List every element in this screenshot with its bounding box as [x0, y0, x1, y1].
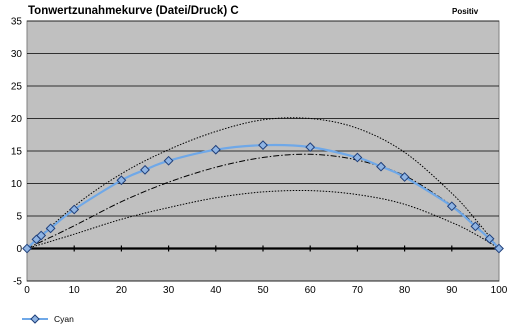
- x-tick-80: 80: [399, 285, 411, 296]
- x-tick-60: 60: [305, 285, 317, 296]
- x-tick-10: 10: [69, 285, 81, 296]
- legend-label-cyan: Cyan: [54, 314, 74, 324]
- data-point-0-2: [36, 230, 47, 241]
- x-tick-20: 20: [116, 285, 128, 296]
- x-tick-0: 0: [24, 285, 30, 296]
- data-point-0-11: [352, 152, 363, 163]
- series-layer: [22, 140, 504, 254]
- data-point-0-10: [305, 142, 316, 153]
- y-tick-10: 10: [11, 179, 23, 190]
- y-tick-35: 35: [11, 17, 23, 28]
- y-axis-tick-labels: -5 0 5 10 15 20 25 30 35: [11, 17, 23, 288]
- data-point-0-14: [446, 201, 457, 212]
- data-point-0-6: [140, 164, 150, 175]
- chart-title: Tonwertzunahmekurve (Datei/Druck) C: [28, 5, 239, 17]
- y-tick-0: 0: [16, 244, 22, 255]
- data-point-0-7: [163, 155, 174, 166]
- data-point-0-13: [399, 172, 410, 182]
- data-point-0-17: [494, 243, 504, 254]
- legend: Cyan: [22, 314, 74, 324]
- reference-curve-2: [26, 189, 500, 249]
- data-point-0-9: [258, 140, 268, 151]
- y-tick-30: 30: [11, 49, 23, 60]
- x-tick-90: 90: [446, 285, 458, 296]
- y-tick-20: 20: [11, 114, 23, 125]
- y-tick-5: 5: [16, 212, 22, 223]
- data-point-0-4: [69, 204, 80, 215]
- x-tick-30: 30: [163, 285, 175, 296]
- data-point-0-0: [22, 243, 32, 254]
- y-tick--5: -5: [13, 277, 22, 288]
- data-point-0-8: [210, 144, 221, 155]
- y-tick-15: 15: [11, 147, 23, 158]
- legend-marker-cyan: [30, 314, 40, 324]
- y-tick-25: 25: [11, 82, 23, 93]
- data-point-0-16: [484, 233, 495, 244]
- data-point-0-3: [45, 223, 56, 234]
- x-axis-tick-labels: 0 10 20 30 40 50 60 70 80 90 100: [24, 285, 508, 296]
- x-tick-40: 40: [210, 285, 222, 296]
- x-tick-70: 70: [352, 285, 364, 296]
- data-point-0-12: [376, 161, 386, 172]
- data-point-0-15: [470, 221, 481, 232]
- corner-label: Positiv: [452, 7, 479, 16]
- data-point-0-5: [116, 175, 127, 186]
- x-tick-50: 50: [257, 285, 269, 296]
- x-tick-100: 100: [491, 285, 508, 296]
